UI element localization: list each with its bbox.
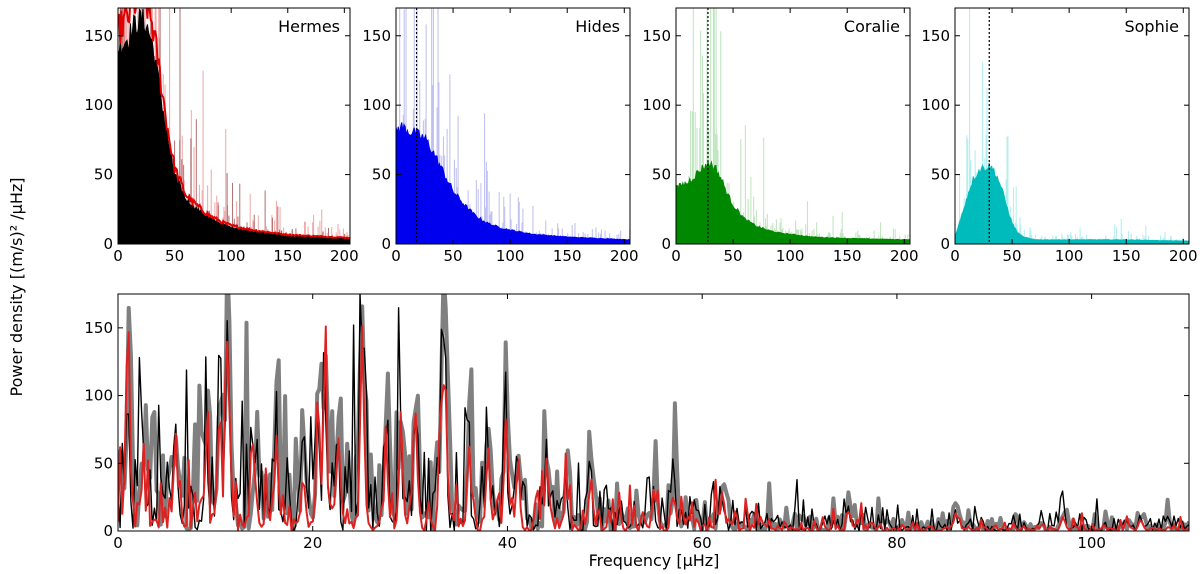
x-tick-label: 150	[273, 247, 302, 265]
bottom-x-axis-label: Frequency [μHz]	[589, 551, 720, 570]
series-red-spectrum	[118, 325, 1189, 531]
x-tick-label: 40	[498, 534, 517, 552]
panel-1-frame	[395, 7, 631, 245]
smoothed-envelope-fill	[955, 162, 1189, 244]
panel-3-frame	[954, 7, 1190, 245]
x-tick-label: 0	[391, 247, 401, 265]
y-tick-label: 150	[642, 27, 671, 45]
panel-title-coralie: Coralie	[844, 17, 900, 36]
panel-0-plot	[118, 8, 350, 244]
x-tick-label: 0	[671, 247, 681, 265]
x-tick-label: 0	[113, 534, 123, 552]
panel-title-hermes: Hermes	[278, 17, 340, 36]
x-tick-label: 100	[1077, 534, 1106, 552]
x-tick-label: 150	[833, 247, 862, 265]
x-tick-label: 0	[113, 247, 123, 265]
x-tick-label: 50	[724, 247, 743, 265]
y-tick-label: 50	[931, 166, 950, 184]
y-tick-label: 0	[381, 235, 391, 253]
panel-1-plot	[396, 8, 630, 244]
y-tick-label: 50	[652, 166, 671, 184]
smoothed-red-curve	[118, 8, 350, 240]
panel-3-axes: 0 50 100 150 200 0 50 100 150	[921, 7, 1198, 265]
x-tick-label: 200	[330, 247, 359, 265]
x-tick-label: 50	[444, 247, 463, 265]
x-tick-label: 100	[776, 247, 805, 265]
panel-3-plot	[955, 8, 1189, 244]
x-tick-label: 0	[950, 247, 960, 265]
smoothed-envelope-fill	[118, 8, 350, 244]
bottom-panel-plot	[118, 294, 1189, 531]
smoothed-envelope-fill	[396, 122, 630, 244]
smoothed-envelope-fill	[676, 160, 910, 244]
x-tick-label: 200	[890, 247, 919, 265]
x-tick-label: 200	[610, 247, 639, 265]
panel-4-axes: 0 20 40 60 80 100 0 50 100 150	[84, 293, 1190, 552]
x-tick-label: 80	[887, 534, 906, 552]
x-tick-label: 50	[1003, 247, 1022, 265]
y-tick-label: 100	[84, 387, 113, 405]
y-tick-label: 100	[921, 96, 950, 114]
panel-0-axes: 0 50 100 150 200 0 50 100 150	[84, 7, 359, 265]
y-tick-label: 150	[921, 27, 950, 45]
y-tick-label: 100	[84, 96, 113, 114]
y-tick-label: 50	[94, 166, 113, 184]
panel-2-plot	[676, 8, 910, 244]
panel-0-frame	[117, 7, 351, 245]
panel-title-sophie: Sophie	[1124, 17, 1179, 36]
y-tick-label: 50	[372, 166, 391, 184]
x-tick-label: 60	[693, 534, 712, 552]
y-tick-label: 50	[94, 454, 113, 472]
series-black-spectrum	[118, 294, 1189, 531]
x-tick-label: 100	[1055, 247, 1084, 265]
x-tick-label: 100	[217, 247, 246, 265]
y-tick-label: 0	[103, 522, 113, 540]
y-tick-label: 100	[642, 96, 671, 114]
y-tick-label: 150	[362, 27, 391, 45]
y-tick-label: 100	[362, 96, 391, 114]
x-tick-label: 50	[165, 247, 184, 265]
y-tick-label: 0	[661, 235, 671, 253]
x-tick-label: 200	[1169, 247, 1198, 265]
x-tick-label: 20	[303, 534, 322, 552]
panel-1-axes: 0 50 100 150 200 0 50 100 150	[362, 7, 639, 265]
panel-4-frame	[117, 293, 1190, 532]
y-tick-label: 150	[84, 319, 113, 337]
x-tick-label: 100	[496, 247, 525, 265]
y-tick-label: 0	[940, 235, 950, 253]
y-tick-label: 150	[84, 27, 113, 45]
x-tick-label: 150	[1112, 247, 1141, 265]
shared-y-axis-label: Power density [(m/s)² /μHz]	[7, 178, 26, 397]
x-tick-label: 150	[553, 247, 582, 265]
y-tick-label: 0	[103, 235, 113, 253]
panel-2-frame	[675, 7, 911, 245]
panel-title-hides: Hides	[575, 17, 620, 36]
panel-2-axes: 0 50 100 150 200 0 50 100 150	[642, 7, 919, 265]
